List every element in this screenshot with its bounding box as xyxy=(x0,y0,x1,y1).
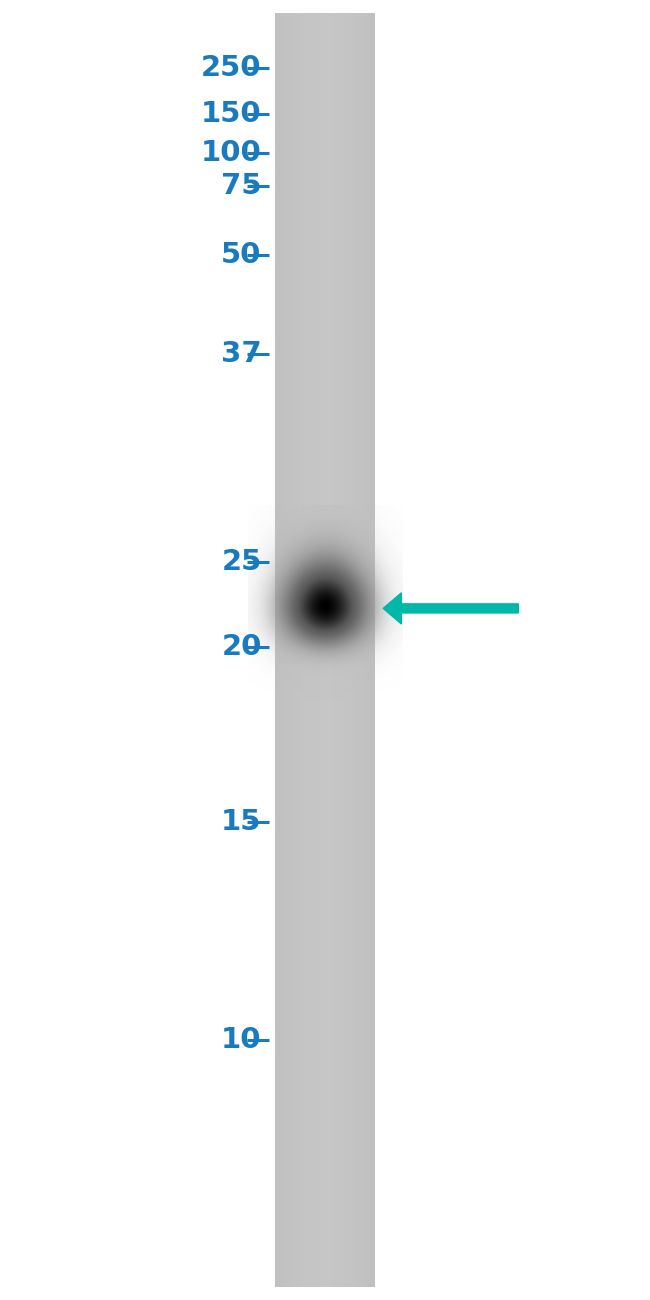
Text: 50: 50 xyxy=(221,240,261,269)
Text: 15: 15 xyxy=(221,807,261,836)
FancyArrow shape xyxy=(384,593,519,624)
Text: 75: 75 xyxy=(221,172,261,200)
Text: 25: 25 xyxy=(222,547,261,576)
Text: 37: 37 xyxy=(221,339,261,368)
Text: 20: 20 xyxy=(221,633,261,662)
Text: 250: 250 xyxy=(201,53,261,82)
Text: 150: 150 xyxy=(201,100,261,129)
Text: 10: 10 xyxy=(221,1026,261,1054)
Text: 100: 100 xyxy=(201,139,261,168)
